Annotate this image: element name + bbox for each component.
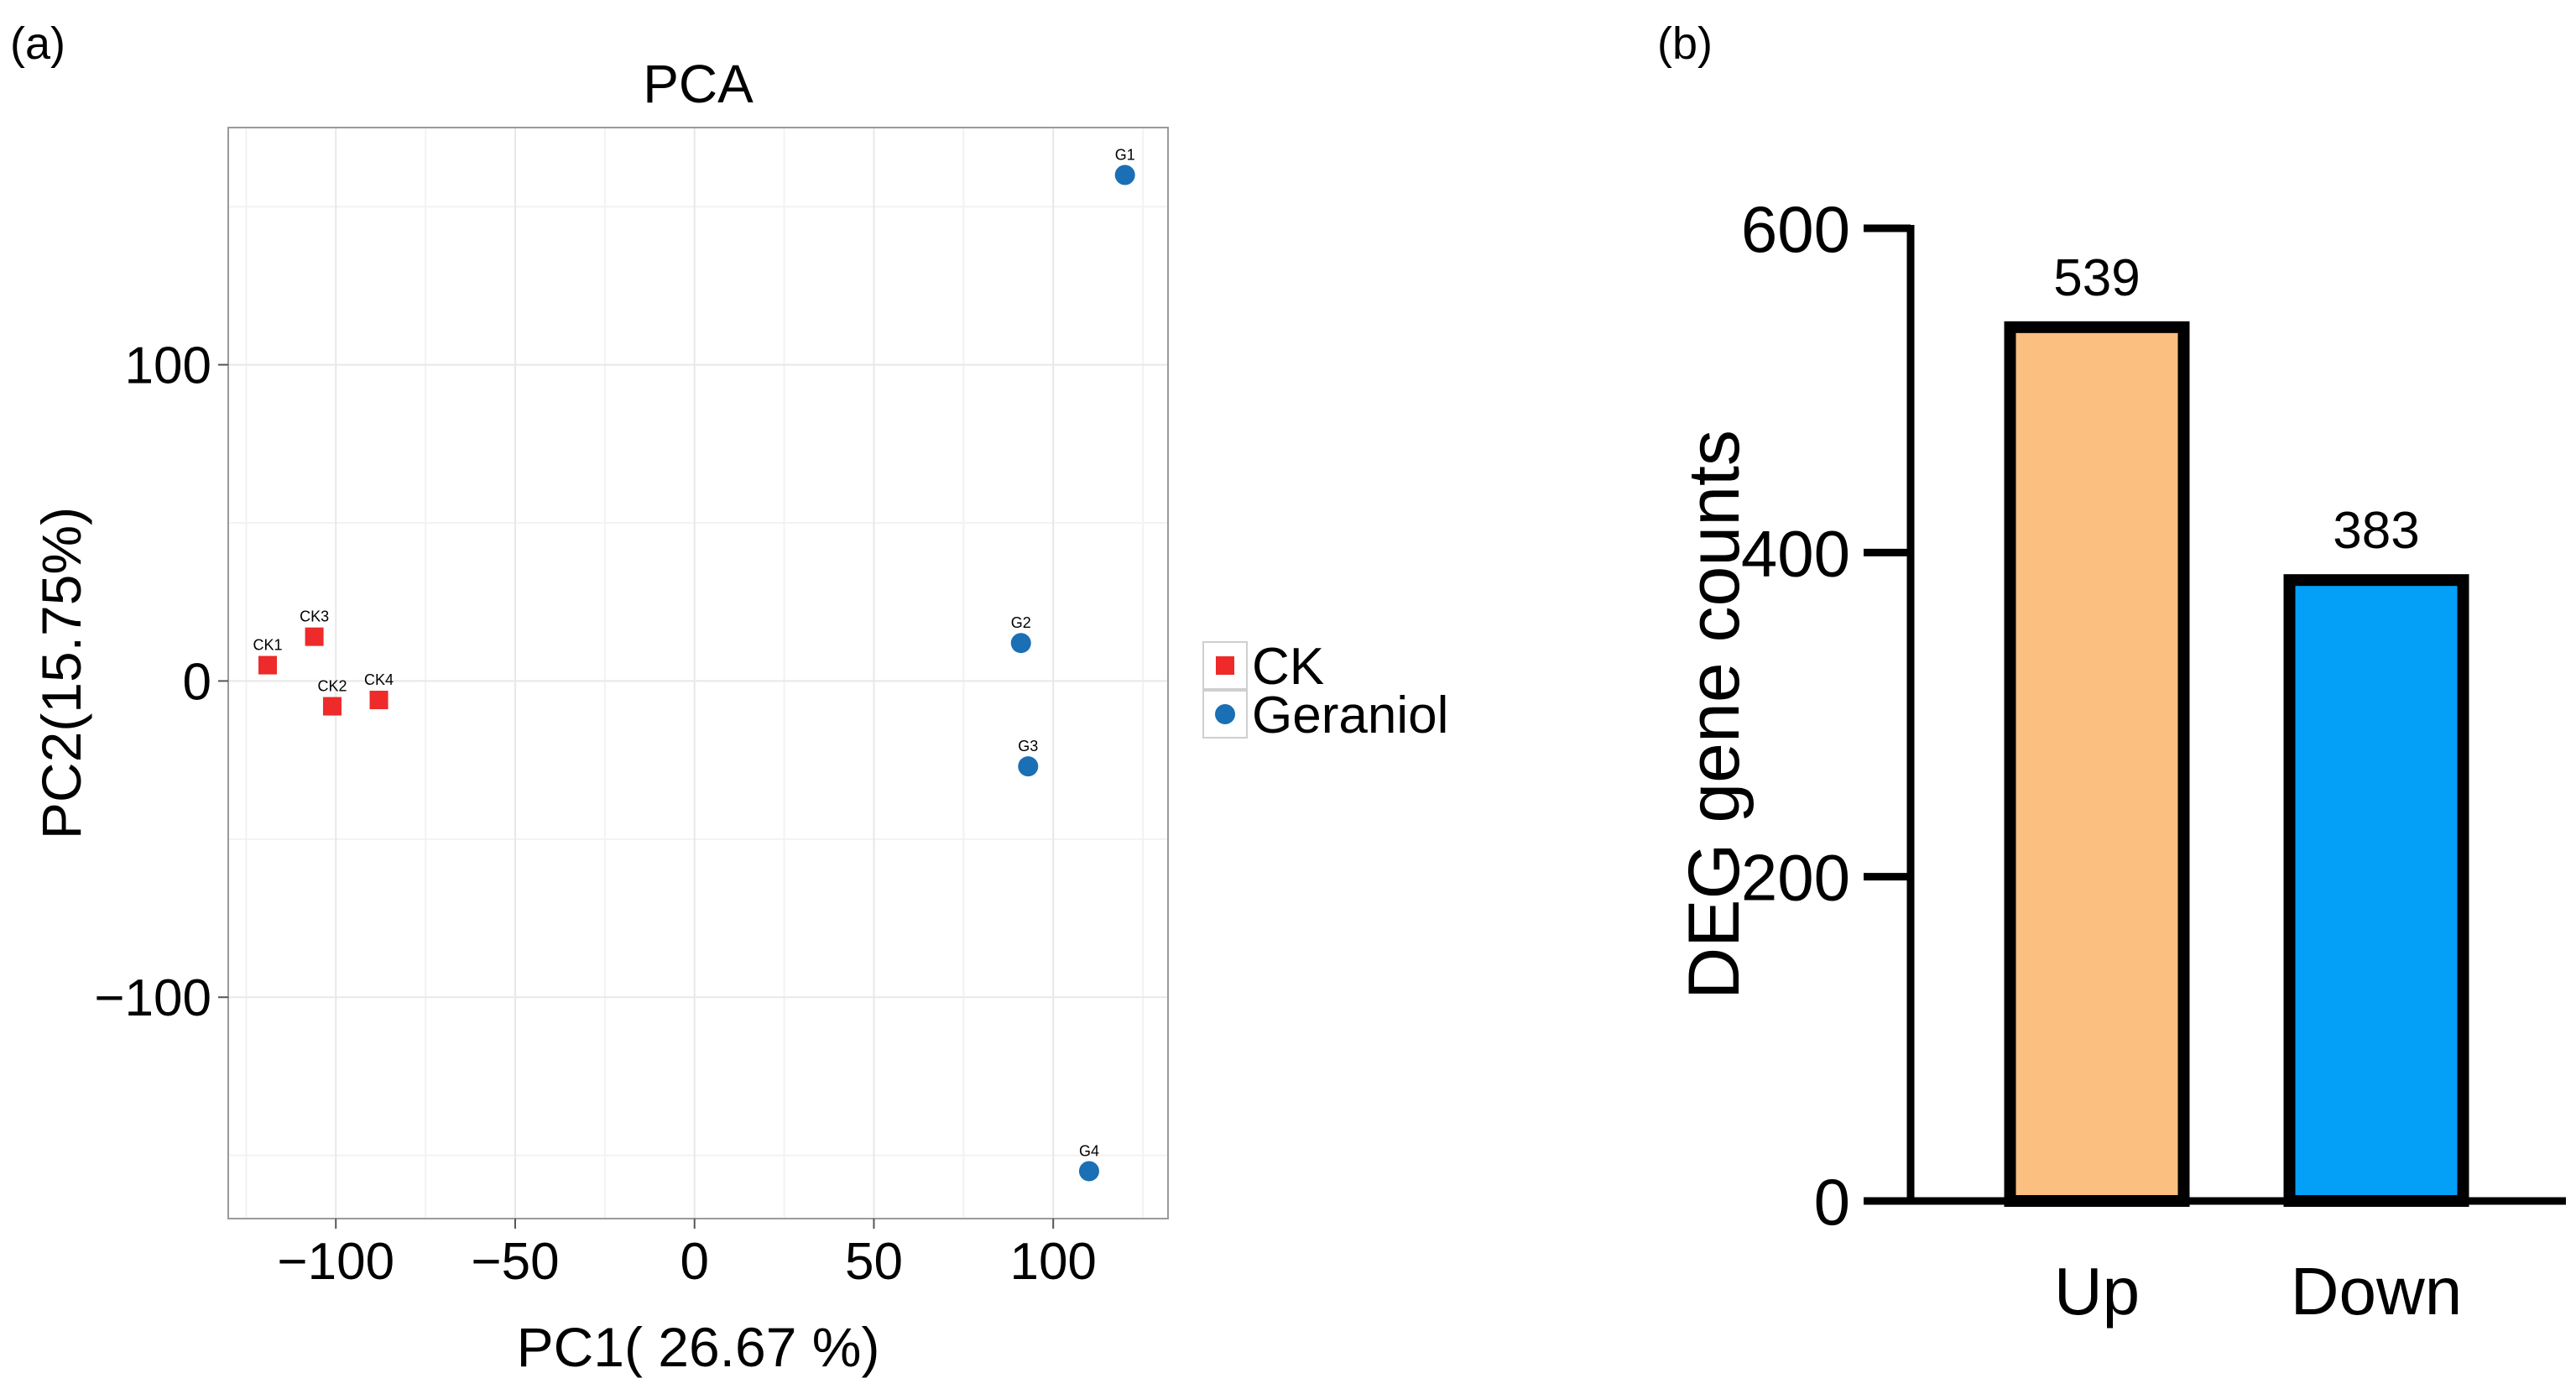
panel-a-label: (a)	[10, 18, 65, 69]
pca-legend-square-icon	[1216, 656, 1234, 675]
deg-data-label: 539	[2053, 249, 2140, 307]
pca-x-tick-label: 0	[680, 1233, 708, 1291]
pca-point-label: G3	[1018, 738, 1038, 754]
pca-point-label: G4	[1079, 1142, 1099, 1159]
deg-category-label-up: Up	[2054, 1254, 2140, 1329]
deg-y-tick-label: 400	[1741, 516, 1850, 590]
deg-bar-chart: 0 200 400 600 DEG gene counts 539 Up 383 Down	[1674, 192, 2566, 1329]
pca-legend-circle-icon	[1215, 704, 1235, 724]
pca-point-label: CK3	[300, 608, 329, 625]
pca-chart: −100 −50 0 50 100 −100 0 100 PCA PC1( 26.67 %) PC2…	[30, 54, 1448, 1378]
pca-point-label: CK1	[253, 637, 283, 654]
pca-y-tick-label: 0	[183, 653, 211, 711]
pca-point-ck2	[322, 697, 342, 716]
deg-y-axis-label: DEG gene counts	[1674, 430, 1755, 1000]
deg-bar-down	[2283, 574, 2469, 1207]
pca-y-axis-label: PC2(15.75%)	[30, 507, 92, 839]
pca-point-label: CK4	[364, 671, 394, 688]
pca-point-g2	[1010, 633, 1031, 654]
pca-legend-key	[1202, 641, 1248, 690]
deg-y-tick-label: 0	[1814, 1165, 1850, 1239]
pca-point-ck3	[305, 627, 324, 646]
pca-point-g4	[1078, 1161, 1099, 1182]
pca-y-tick-label: 100	[125, 337, 211, 395]
deg-y-tick-label: 600	[1741, 192, 1850, 266]
pca-x-tick-label: −50	[471, 1233, 559, 1291]
deg-bar-up	[2004, 321, 2190, 1207]
pca-x-tick-label: 50	[845, 1233, 903, 1291]
deg-category-label-down: Down	[2291, 1254, 2463, 1329]
deg-data-label: 383	[2333, 502, 2419, 560]
pca-legend-label: Geraniol	[1252, 687, 1448, 744]
pca-point-label: G2	[1011, 614, 1031, 631]
pca-y-tick-label: −100	[94, 969, 211, 1027]
pca-point-g1	[1114, 164, 1135, 185]
pca-point-label: G1	[1115, 147, 1135, 164]
panel-b-label: (b)	[1657, 18, 1713, 69]
pca-title: PCA	[643, 54, 754, 114]
pca-x-tick-label: −100	[277, 1233, 394, 1291]
deg-y-tick-label: 200	[1741, 841, 1850, 915]
pca-plot-border	[227, 127, 1169, 1219]
pca-point-label: CK2	[317, 678, 347, 695]
pca-x-tick-label: 100	[1009, 1233, 1096, 1291]
pca-point-ck1	[258, 655, 278, 675]
pca-plot-background	[228, 128, 1168, 1219]
pca-legend-label: CK	[1252, 638, 1324, 696]
pca-point-g3	[1018, 756, 1039, 777]
pca-x-axis-label: PC1( 26.67 %)	[517, 1316, 880, 1378]
pca-point-ck4	[369, 691, 388, 710]
